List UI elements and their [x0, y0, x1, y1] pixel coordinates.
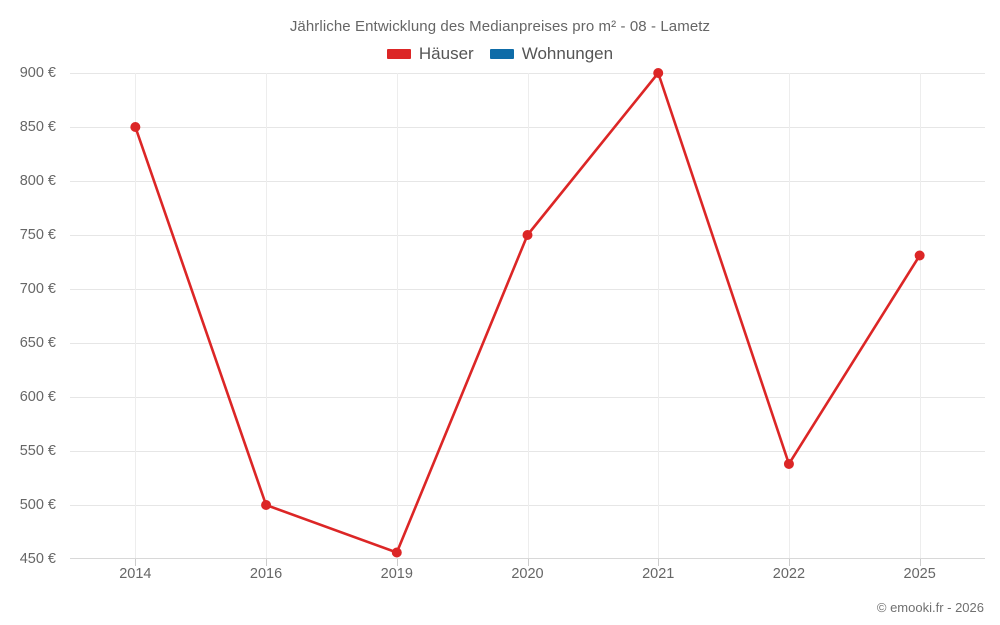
chart-legend: Häuser Wohnungen — [0, 44, 1000, 64]
gridline-vertical — [266, 73, 268, 559]
gridline-vertical — [919, 73, 921, 559]
x-axis-tick-label: 2014 — [119, 566, 152, 582]
legend-label-hauser: Häuser — [418, 44, 474, 63]
x-axis-tick-label: 2016 — [249, 566, 283, 582]
y-axis-tick-label: 550 € — [19, 443, 56, 459]
x-axis-tick — [658, 559, 660, 566]
legend-swatch-wohnungen — [489, 49, 514, 59]
y-axis-tick-label: 750 € — [19, 227, 56, 243]
y-axis-tick-label: 900 € — [19, 65, 56, 81]
footer-credit: © emooki.fr - 2026 — [876, 600, 984, 615]
gridline-vertical — [135, 73, 137, 559]
y-axis-tick-label: 650 € — [19, 335, 56, 351]
x-axis-tick — [527, 559, 529, 566]
data-point[interactable] — [130, 122, 141, 132]
x-axis-tick — [919, 559, 921, 566]
data-point[interactable] — [914, 250, 925, 261]
legend-item-wohnungen[interactable]: Wohnungen — [489, 44, 614, 64]
chart-title: Jährliche Entwicklung des Medianpreises … — [289, 18, 711, 35]
series-plot — [130, 68, 925, 558]
legend-item-hauser[interactable]: Häuser — [386, 44, 474, 64]
data-point[interactable] — [261, 500, 272, 510]
x-axis-tick — [266, 559, 268, 566]
x-axis-tick-label: 2019 — [380, 566, 413, 582]
gridline-vertical — [788, 73, 790, 559]
gridline-vertical — [658, 73, 660, 559]
data-point[interactable] — [522, 230, 533, 240]
plot-area — [70, 68, 985, 566]
data-point[interactable] — [653, 68, 664, 78]
y-axis-tick-label: 500 € — [19, 497, 56, 513]
legend-swatch-hauser — [386, 49, 411, 59]
x-axis-tick-label: 2025 — [903, 566, 936, 582]
x-axis-tick — [788, 559, 790, 566]
series-line-häuser — [134, 71, 921, 554]
y-axis-tick-label: 700 € — [19, 281, 56, 297]
y-axis-tick-label: 450 € — [19, 551, 56, 567]
gridline-vertical — [396, 73, 398, 559]
y-axis-tick-label: 850 € — [19, 119, 56, 135]
x-axis-line — [70, 558, 985, 559]
x-axis-tick — [396, 559, 398, 566]
data-point[interactable] — [391, 547, 402, 558]
legend-label-wohnungen: Wohnungen — [521, 44, 614, 63]
x-axis-tick-label: 2022 — [772, 566, 806, 582]
gridline-vertical — [527, 73, 529, 559]
x-axis-tick-label: 2020 — [511, 566, 544, 582]
x-axis-tick — [135, 559, 137, 566]
x-axis-tick-label: 2021 — [642, 566, 675, 582]
y-axis-tick-label: 600 € — [19, 389, 56, 405]
y-axis-tick-label: 800 € — [19, 173, 56, 189]
data-point[interactable] — [783, 458, 794, 469]
